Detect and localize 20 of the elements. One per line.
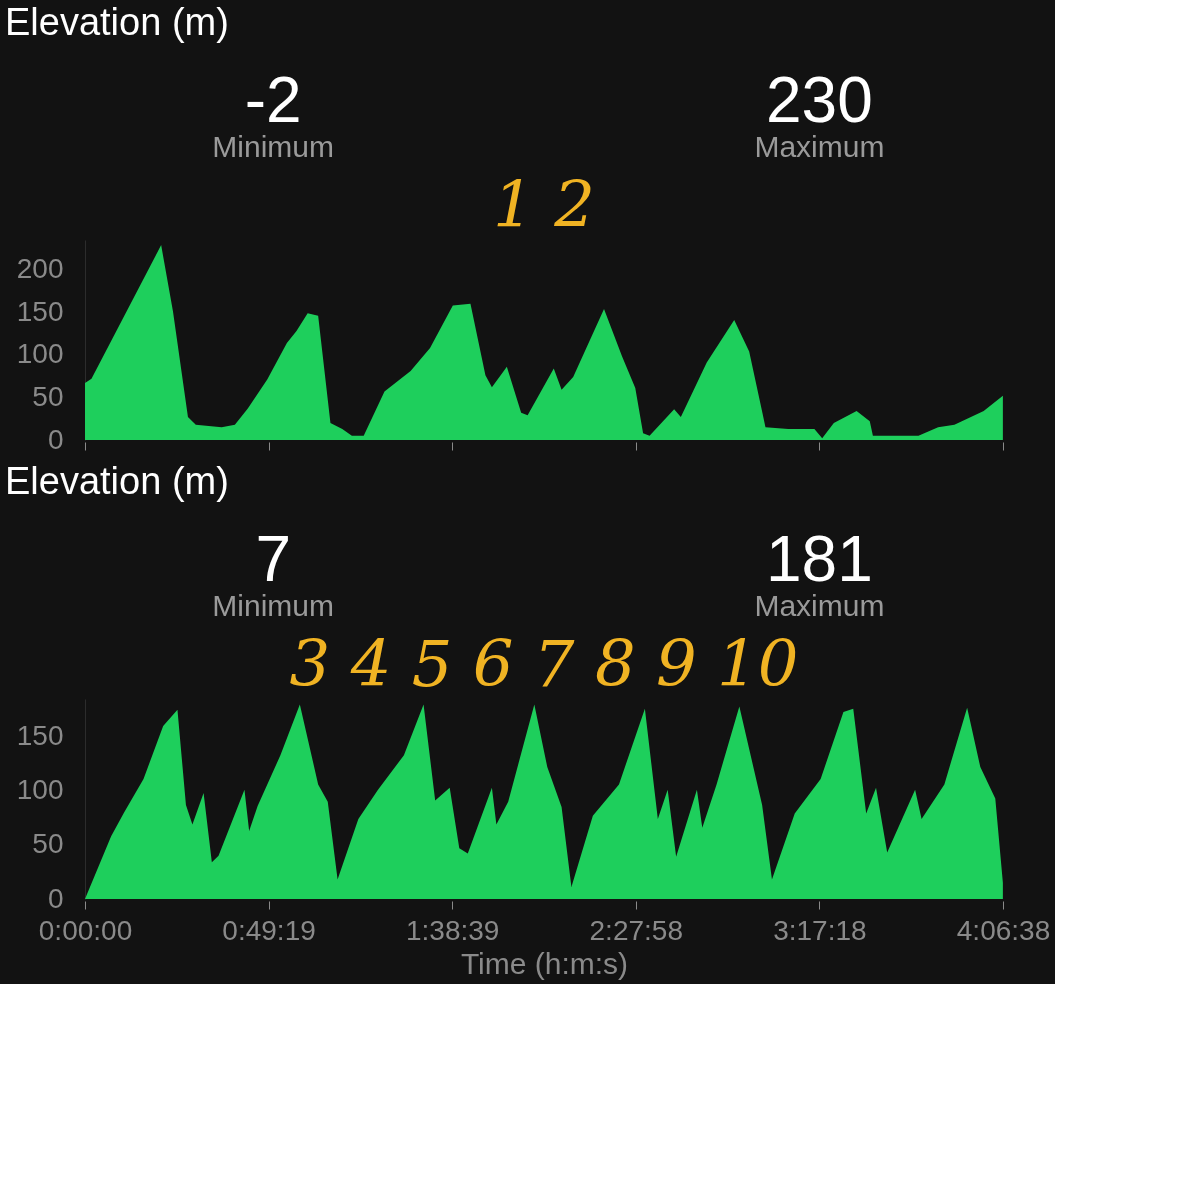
x-tick-label: 3:17:18 <box>773 914 867 946</box>
x-tick-label: 1:38:39 <box>405 914 500 946</box>
x-tick-label: 4:06:38 <box>956 914 1051 946</box>
x-tick-label: 2:27:58 <box>589 914 683 946</box>
x-tick-label: 0:00:00 <box>38 914 133 946</box>
annotation: 3 4 5 6 7 8 9 10 <box>289 627 799 701</box>
chart-title: Elevation (m) <box>5 1 229 43</box>
x-tick-label: 0:49:19 <box>222 914 316 946</box>
y-tick-label: 100 <box>16 338 64 370</box>
y-tick-label: 150 <box>16 720 64 752</box>
annotation: 1 2 <box>493 168 595 242</box>
y-tick-label: 200 <box>16 253 64 285</box>
y-tick-label: 50 <box>32 380 64 412</box>
y-tick-label: 0 <box>47 882 64 914</box>
y-tick-label: 100 <box>16 774 64 806</box>
y-tick-label: 0 <box>47 423 64 455</box>
y-tick-label: 150 <box>16 295 64 327</box>
y-tick-label: 50 <box>32 828 64 860</box>
x-axis-title: Time (h:m:s) <box>460 946 629 980</box>
chart-title: Elevation (m) <box>5 460 229 502</box>
